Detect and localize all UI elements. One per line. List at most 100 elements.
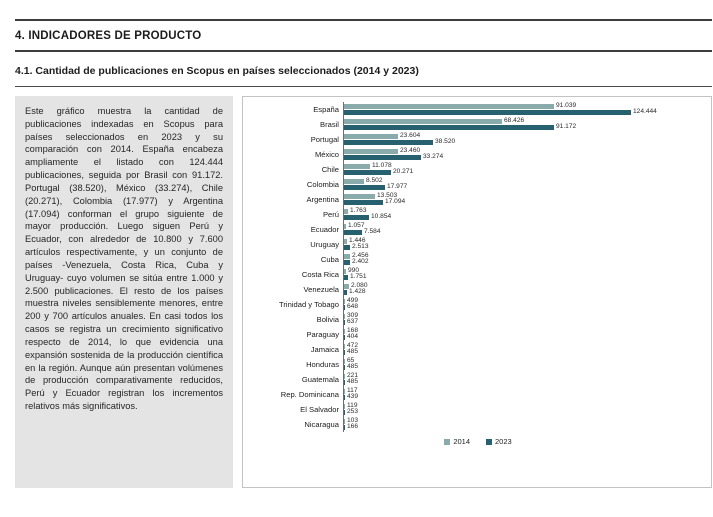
country-bars: 23.604 38.520 [343, 132, 707, 147]
bar-line: 439 [344, 393, 707, 401]
value-label-2023: 124.444 [633, 108, 657, 116]
value-label-2014: 103 [347, 417, 359, 425]
country-bars: 68.426 91.172 [343, 117, 707, 132]
bar-2014 [344, 224, 346, 229]
legend-item-2023: 2023 [486, 437, 512, 446]
chart-row: Guatemala 221 485 [249, 372, 707, 387]
value-label-2014: 1.763 [350, 207, 367, 215]
country-bars: 990 1.751 [343, 267, 707, 282]
bar-2023 [344, 140, 433, 145]
value-label-2023: 648 [347, 303, 359, 311]
bar-line: 124.444 [344, 108, 707, 116]
chart-row: Costa Rica 990 1.751 [249, 267, 707, 282]
bar-line: 103 [344, 417, 707, 425]
chart-row: Paraguay 168 404 [249, 327, 707, 342]
report-page: 4. INDICADORES DE PRODUCTO 4.1. Cantidad… [0, 19, 713, 517]
bar-2014 [344, 284, 349, 289]
bar-2014 [344, 374, 345, 379]
value-label-2023: 20.271 [393, 168, 414, 176]
bar-line: 1.751 [344, 274, 707, 281]
country-bars: 2.080 1.428 [343, 282, 707, 297]
bar-2023 [344, 200, 383, 205]
chart-row: Rep. Dominicana 117 439 [249, 387, 707, 402]
bar-2014 [344, 314, 345, 319]
bar-line: 166 [344, 424, 707, 431]
bar-line: 253 [344, 409, 707, 416]
country-label: Cuba [320, 255, 339, 264]
value-label-2023: 485 [347, 348, 359, 356]
bar-2014 [344, 254, 350, 259]
bar-line: 2.402 [344, 258, 707, 266]
bar-2023 [344, 245, 350, 250]
chart-legend: 2014 2023 [249, 437, 707, 446]
bar-2023 [344, 260, 350, 265]
bar-2023 [344, 380, 345, 385]
value-label-2014: 117 [347, 387, 358, 395]
bar-2014 [344, 164, 370, 169]
bar-line: 91.172 [344, 123, 707, 131]
bar-line: 23.604 [344, 133, 707, 140]
chart-row: Venezuela 2.080 1.428 [249, 282, 707, 297]
country-label: Venezuela [303, 285, 339, 294]
value-label-2014: 91.039 [556, 102, 577, 110]
bar-line: 23.460 [344, 148, 707, 155]
value-label-2023: 7.584 [364, 228, 381, 236]
country-label: Perú [322, 210, 339, 219]
value-label-2014: 68.426 [504, 117, 525, 125]
bar-line: 499 [344, 297, 707, 305]
bar-line: 309 [344, 313, 707, 320]
page-title: 4. INDICADORES DE PRODUCTO [15, 30, 202, 42]
bar-2023 [344, 365, 345, 370]
bar-2014 [344, 404, 345, 409]
bar-line: 404 [344, 334, 707, 341]
bar-2014 [344, 149, 398, 154]
country-label: Argentina [306, 195, 339, 204]
country-label: Jamaica [310, 345, 339, 354]
legend-item-2014: 2014 [444, 437, 470, 446]
bar-2023 [344, 155, 421, 160]
bar-2014 [344, 389, 345, 394]
content-area: Este gráfico muestra la cantidad de publ… [15, 96, 712, 488]
country-bars: 1.763 10.854 [343, 207, 707, 222]
bar-line: 637 [344, 319, 707, 326]
bar-line: 8.502 [344, 178, 707, 185]
value-label-2014: 990 [348, 267, 360, 275]
chart-row: Cuba 2.456 2.402 [249, 252, 707, 267]
bar-2023 [344, 110, 631, 115]
bar-line: 91.039 [344, 102, 707, 110]
subtitle-rule [15, 86, 712, 87]
bar-2014 [344, 179, 364, 184]
bar-2014 [344, 359, 345, 364]
chart-row: El Salvador 119 253 [249, 402, 707, 417]
bar-line: 65 [344, 358, 707, 365]
value-label-2023: 2.402 [352, 258, 369, 266]
value-label-2014: 499 [347, 297, 359, 305]
country-label: Chile [321, 165, 339, 174]
bar-line: 648 [344, 303, 707, 311]
value-label-2023: 33.274 [423, 153, 444, 161]
country-label: El Salvador [300, 405, 339, 414]
value-label-2014: 168 [347, 327, 359, 335]
country-bars: 65 485 [343, 357, 707, 372]
chart-row: Ecuador 1.057 7.584 [249, 222, 707, 237]
legend-swatch-2014 [444, 438, 451, 445]
chart-row: Brasil 68.426 91.172 [249, 117, 707, 132]
value-label-2023: 439 [347, 393, 359, 401]
chart-rows: España 91.039 124.444 Brasil 68.426 91.172 Por… [249, 102, 707, 432]
bar-line: 221 [344, 373, 707, 380]
bar-line: 485 [344, 378, 707, 386]
bar-2014 [344, 299, 345, 304]
bar-line: 17.977 [344, 184, 707, 191]
bar-line: 2.513 [344, 244, 707, 251]
chart-row: Bolivia 309 637 [249, 312, 707, 327]
chart-row: Jamaica 472 485 [249, 342, 707, 357]
value-label-2023: 91.172 [556, 123, 577, 131]
value-label-2023: 38.520 [435, 138, 456, 146]
bar-line: 1.446 [344, 238, 707, 245]
value-label-2023: 485 [347, 378, 359, 386]
bar-2023 [344, 425, 345, 430]
value-label-2023: 17.094 [385, 198, 406, 206]
legend-swatch-2023 [486, 438, 492, 445]
value-label-2023: 1.428 [349, 288, 366, 296]
bar-line: 1.428 [344, 288, 707, 296]
